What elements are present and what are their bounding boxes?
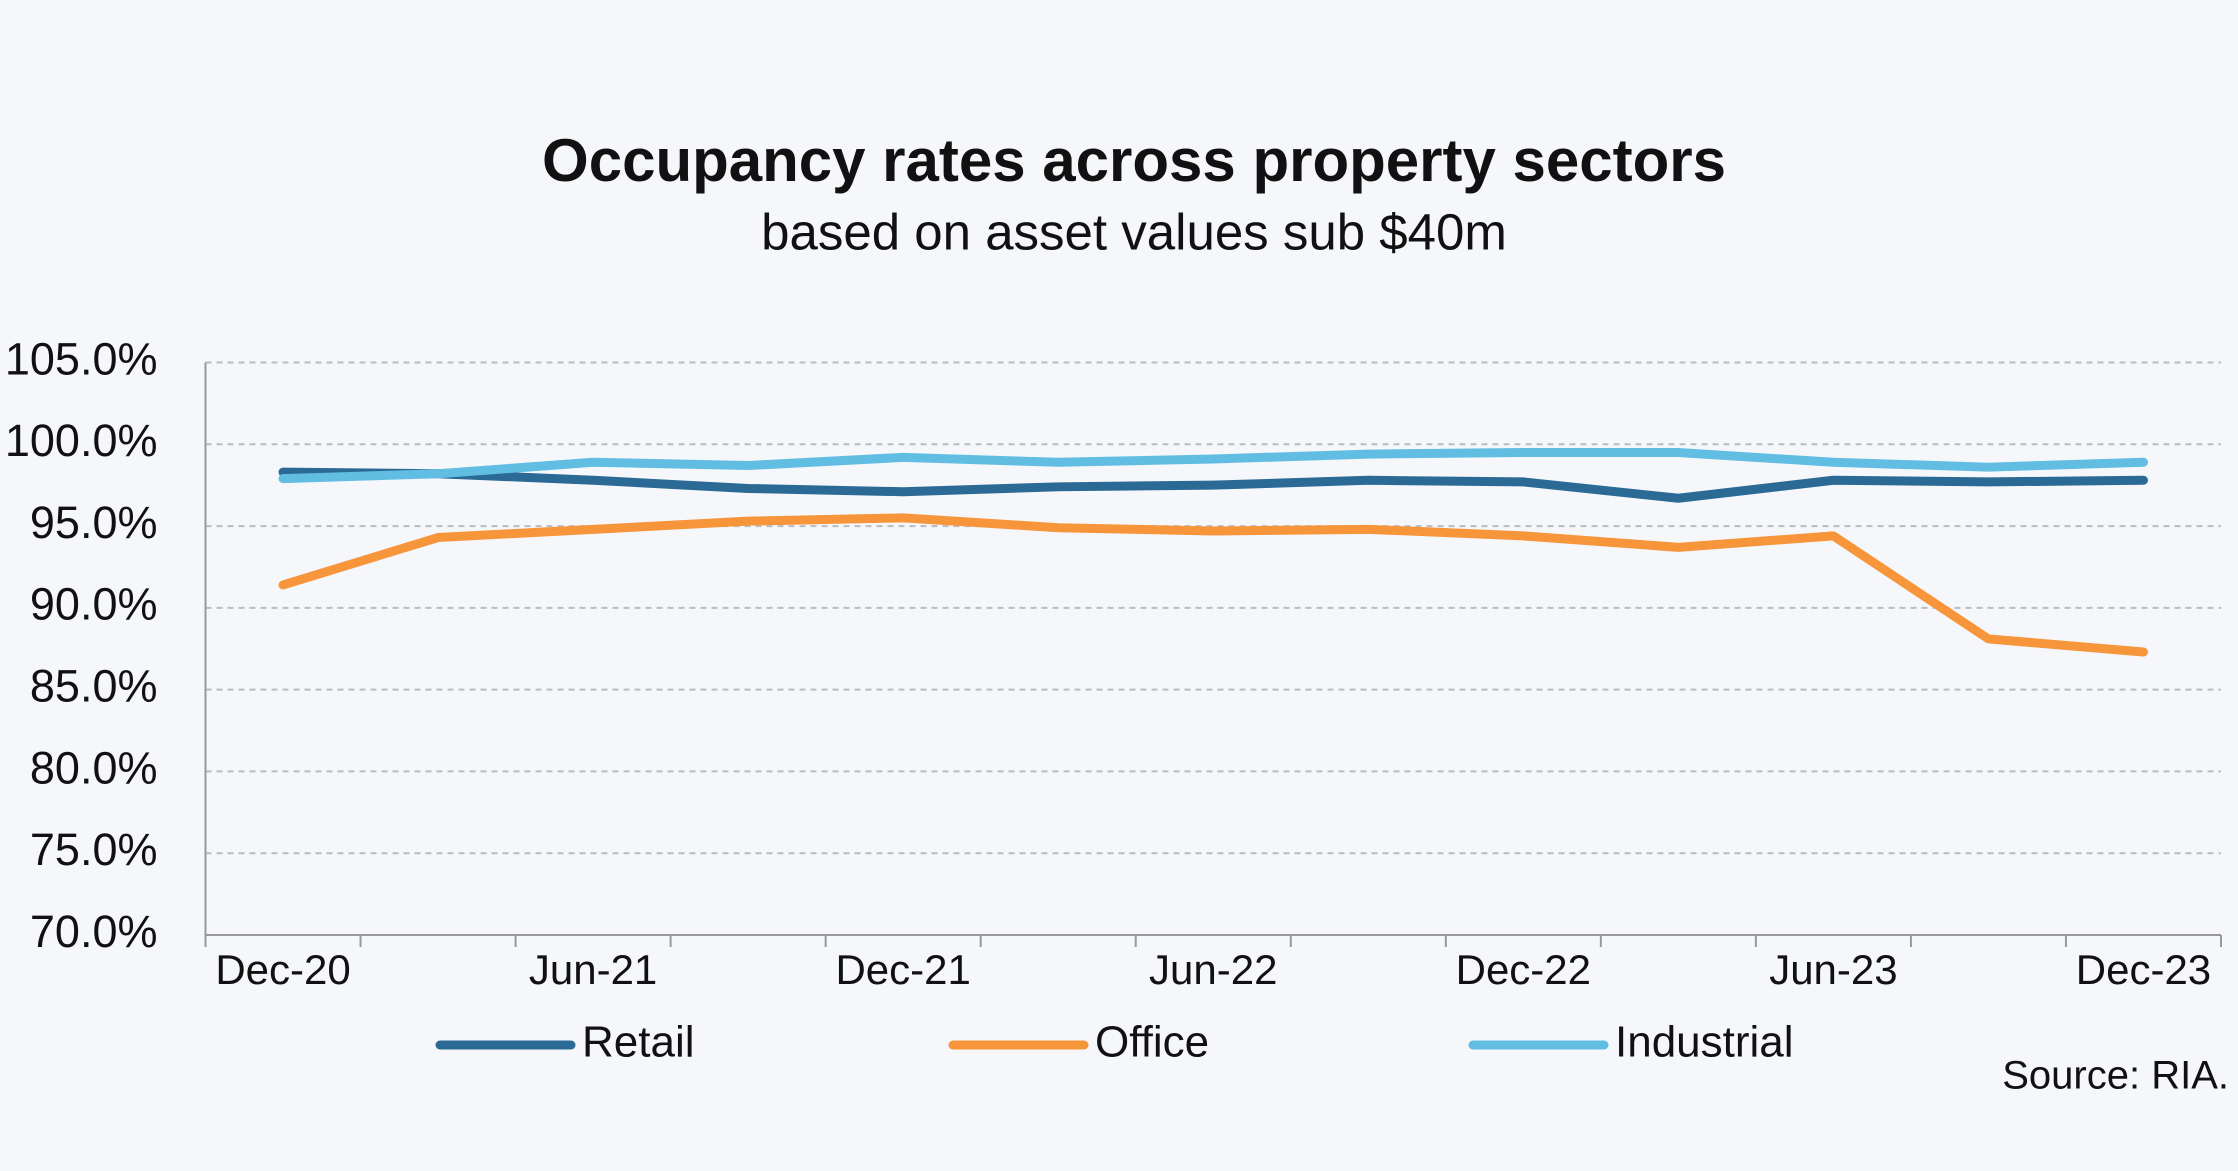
x-tick-label: Dec-22 xyxy=(1456,946,1591,993)
x-tick-label: Jun-23 xyxy=(1769,946,1897,993)
y-tick-label: 85.0% xyxy=(30,661,158,712)
x-tick-label: Dec-23 xyxy=(2076,946,2211,993)
y-tick-label: 100.0% xyxy=(5,415,158,466)
x-tick-label: Jun-22 xyxy=(1149,946,1277,993)
line-series xyxy=(278,467,2148,503)
legend-label: Office xyxy=(1095,1018,1209,1067)
y-tick-label: 80.0% xyxy=(30,742,158,793)
y-tick-label: 70.0% xyxy=(30,906,158,957)
legend-label: Retail xyxy=(582,1018,695,1067)
y-tick-label: 105.0% xyxy=(5,333,158,384)
line-series xyxy=(278,447,2148,484)
chart-subtitle: based on asset values sub $40m xyxy=(761,203,1507,260)
x-tick-label: Dec-21 xyxy=(835,946,970,993)
source-note: Source: RIA. xyxy=(2002,1054,2229,1098)
y-tick-label: 95.0% xyxy=(30,497,158,548)
y-tick-label: 90.0% xyxy=(30,579,158,630)
chart-title: Occupancy rates across property sectors xyxy=(542,127,1726,194)
x-tick-label: Jun-21 xyxy=(529,946,657,993)
legend-label: Industrial xyxy=(1615,1018,1794,1067)
x-tick-label: Dec-20 xyxy=(215,946,350,993)
y-tick-label: 75.0% xyxy=(30,824,158,875)
line-series xyxy=(278,513,2148,657)
